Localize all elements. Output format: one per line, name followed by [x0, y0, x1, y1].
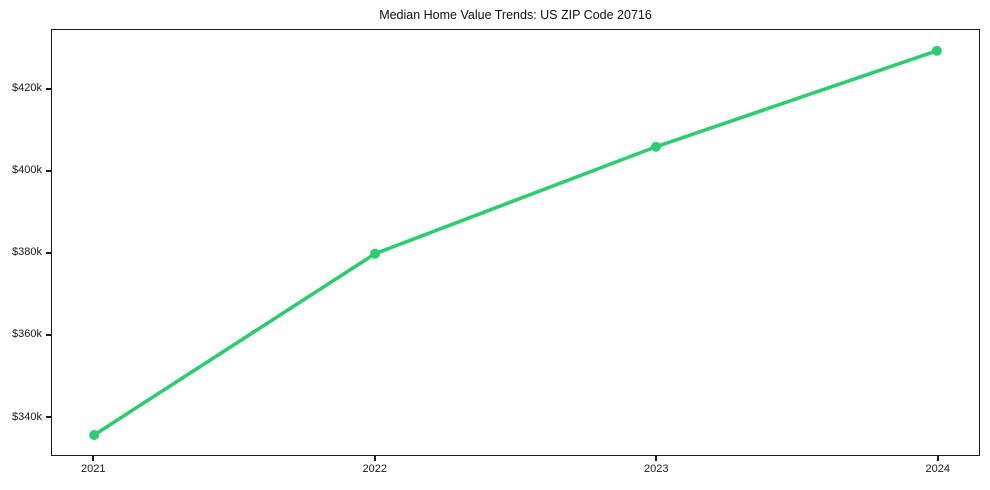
y-axis-tick: [46, 416, 51, 418]
x-tick-label: 2022: [362, 463, 387, 475]
y-tick-label: $400k: [12, 164, 42, 177]
chart-title: Median Home Value Trends: US ZIP Code 20…: [379, 8, 652, 22]
y-tick-label: $360k: [12, 328, 42, 341]
y-axis-tick: [46, 170, 51, 172]
y-axis-tick: [46, 334, 51, 336]
y-axis-tick: [46, 252, 51, 254]
y-tick-label: $340k: [12, 410, 42, 423]
data-point-marker: [89, 430, 100, 440]
x-axis-tick: [92, 456, 95, 461]
y-tick-label: $380k: [12, 246, 42, 259]
series-line: [92, 49, 939, 437]
y-axis-tick: [46, 88, 51, 90]
plot-area: [51, 29, 980, 456]
x-axis-tick: [373, 456, 376, 461]
x-tick-label: 2021: [80, 463, 106, 475]
data-point-marker: [650, 141, 661, 152]
x-axis-tick: [655, 456, 658, 461]
line-chart-svg: [89, 45, 942, 440]
data-point-marker: [931, 45, 942, 56]
x-tick-label: 2024: [925, 463, 950, 475]
x-tick-label: 2023: [644, 463, 669, 475]
data-point-marker: [370, 248, 381, 259]
y-tick-label: $420k: [12, 82, 42, 95]
x-axis-tick: [936, 456, 939, 461]
